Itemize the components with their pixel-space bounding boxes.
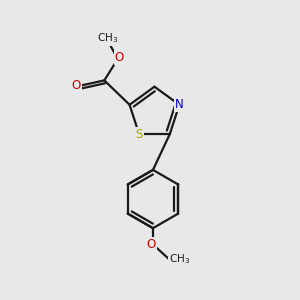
Text: CH$_3$: CH$_3$ xyxy=(169,253,190,266)
Text: N: N xyxy=(175,98,184,111)
Text: CH$_3$: CH$_3$ xyxy=(97,31,118,45)
Text: O: O xyxy=(147,238,156,251)
Text: S: S xyxy=(135,128,143,140)
Text: O: O xyxy=(115,51,124,64)
Text: O: O xyxy=(72,79,81,92)
